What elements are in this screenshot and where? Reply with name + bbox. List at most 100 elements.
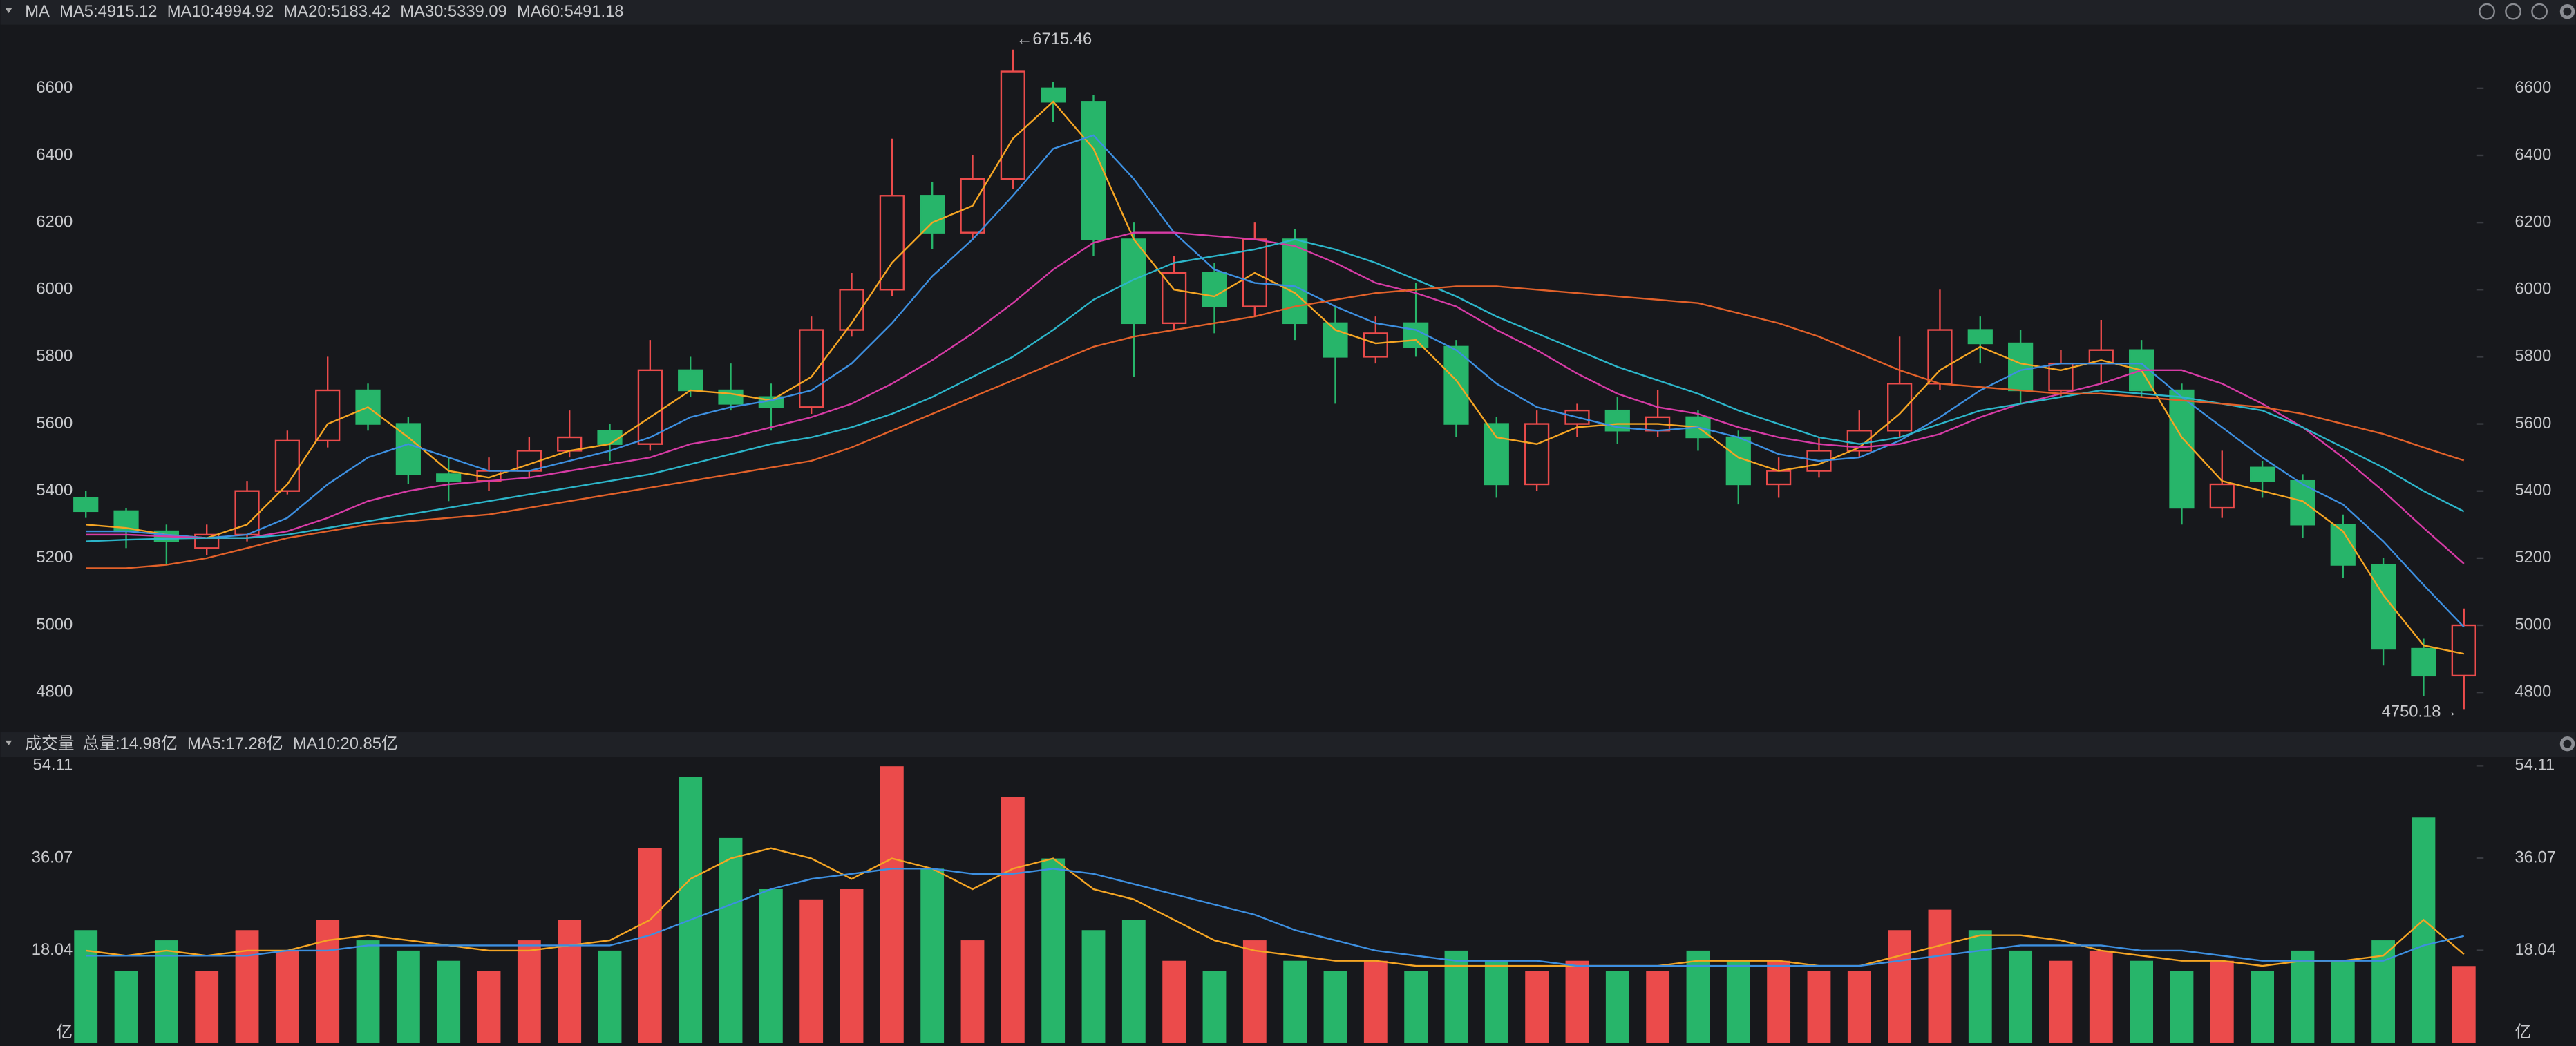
candle-body (2451, 624, 2476, 677)
candle-body (2008, 342, 2034, 392)
legend-entry: MA10:20.85亿 (293, 734, 398, 753)
candle-body (274, 439, 300, 492)
y-tick-label: 6000 (2515, 280, 2551, 298)
y-tick-label: 18.04 (32, 940, 73, 959)
panel-name: 成交量 (25, 734, 74, 753)
restore-button[interactable] (2531, 3, 2548, 20)
volume-bar (2291, 950, 2315, 1043)
candle-body (1967, 329, 1993, 345)
candle-body (637, 369, 663, 445)
volume-bar (1202, 971, 1227, 1043)
volume-bar (1404, 971, 1428, 1043)
y-tick-label: 18.04 (2515, 940, 2555, 959)
candle-body (1403, 322, 1429, 348)
volume-bar (1686, 950, 1710, 1043)
candle-body (1887, 383, 1913, 432)
y-tick-label: 54.11 (33, 756, 73, 774)
volume-bar (1001, 797, 1025, 1043)
candle-body (1202, 272, 1227, 307)
candle-body (1323, 322, 1348, 358)
candle-body (73, 497, 99, 513)
volume-bar (1041, 858, 1066, 1043)
candle-body (1162, 272, 1187, 325)
candle-body (1363, 332, 1388, 358)
volume-bar (437, 960, 461, 1043)
volume-bar (1767, 960, 1791, 1043)
volume-bar (2210, 960, 2234, 1043)
y-tick-label: 6600 (36, 78, 73, 97)
y-tick-label: 6200 (36, 212, 73, 231)
volume-bar (396, 950, 420, 1043)
legend-entry: MA5:4915.12 (59, 2, 157, 21)
legend-entry: MA5:17.28亿 (187, 734, 283, 753)
ma-line (86, 100, 2465, 655)
y-tick-label: 6600 (2515, 78, 2551, 97)
volume-bar (880, 766, 904, 1043)
y-tick-label: 36.07 (2515, 848, 2555, 866)
volume-bar (1646, 971, 1670, 1043)
settings-button[interactable] (2559, 736, 2575, 752)
candle-body (678, 369, 703, 392)
y-tick-label: 5800 (36, 347, 73, 365)
candle-body (1484, 423, 1509, 486)
collapse-icon[interactable] (5, 8, 12, 14)
minimize-button[interactable] (2479, 3, 2495, 20)
volume-bar (840, 888, 864, 1043)
ma-line (86, 238, 2465, 542)
y-tick-label: 6400 (36, 145, 73, 164)
volume-bar (1162, 960, 1186, 1043)
panel-name: MA (25, 2, 50, 21)
volume-bar (2452, 966, 2476, 1043)
candle-body (436, 473, 462, 482)
volume-bar (1968, 930, 1992, 1043)
legend-entry: MA20:5183.42 (283, 2, 390, 21)
volume-header (0, 732, 2576, 757)
candle-body (1121, 238, 1146, 325)
candle-body (920, 195, 945, 234)
y-tick-label: 5000 (36, 615, 73, 634)
candle-body (1282, 238, 1308, 325)
volume-bar (558, 920, 582, 1043)
volume-bar (2130, 960, 2154, 1043)
y-tick-label: 5400 (2515, 481, 2551, 500)
candle-body (597, 430, 623, 445)
volume-bar (679, 776, 703, 1043)
volume-bar (1323, 971, 1347, 1043)
y-tick-label: 5000 (2515, 615, 2551, 634)
y-tick-label: 54.11 (2515, 756, 2555, 774)
volume-bar (1484, 960, 1508, 1043)
volume-bar (759, 888, 783, 1043)
unit-label: 亿 (2515, 1023, 2531, 1041)
ma-line (86, 847, 2465, 967)
volume-bar (275, 950, 299, 1043)
y-tick-label: 5800 (2515, 347, 2551, 365)
volume-bar (598, 950, 622, 1043)
candle-body (2169, 389, 2195, 509)
volume-bar (1081, 930, 1106, 1043)
volume-bar (1242, 940, 1267, 1043)
maximize-button[interactable] (2505, 3, 2521, 20)
candle-body (2370, 564, 2396, 650)
volume-bar (316, 920, 340, 1043)
candle-body (1443, 345, 1469, 425)
unit-label: 亿 (56, 1023, 73, 1041)
candle-body (1766, 470, 1792, 486)
price-header (0, 0, 2576, 25)
collapse-icon[interactable] (5, 740, 12, 746)
volume-bar (1565, 960, 1589, 1043)
legend-entry: MA30:5339.09 (400, 2, 507, 21)
volume-bar (1726, 960, 1750, 1043)
volume-bar (2170, 971, 2194, 1043)
volume-bar (1283, 960, 1307, 1043)
window-buttons (2479, 3, 2575, 752)
y-tick-label: 6200 (2515, 212, 2551, 231)
y-tick-label: 5600 (36, 414, 73, 432)
volume-bar (517, 940, 541, 1043)
y-tick-label: 36.07 (32, 848, 73, 866)
volume-bar (1847, 971, 1871, 1043)
y-tick-label: 6000 (36, 280, 73, 298)
settings-button[interactable] (2559, 3, 2575, 19)
volume-bar (1928, 909, 1952, 1043)
candle-body (2209, 483, 2235, 509)
